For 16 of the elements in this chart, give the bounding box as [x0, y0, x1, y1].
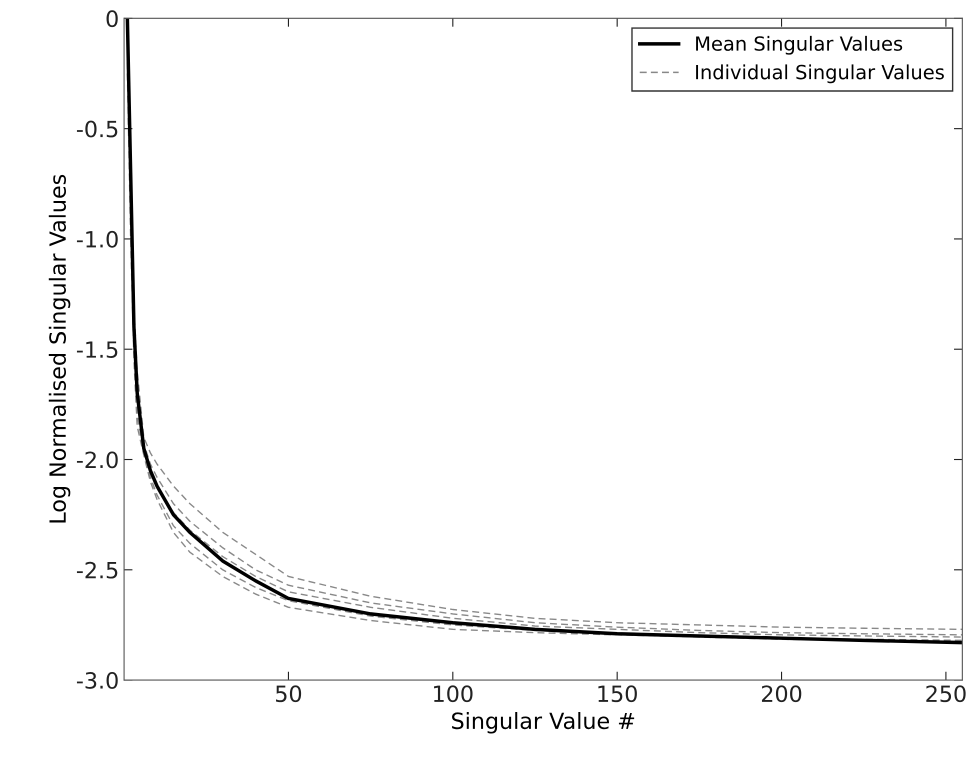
y-tick-label: -1.0 — [76, 230, 118, 248]
y-tick-label: -1.5 — [76, 341, 118, 358]
y-tick-label: -0.5 — [76, 120, 118, 138]
y-tick-label: -2.0 — [76, 451, 118, 468]
y-tick-label: 0 — [106, 10, 118, 28]
x-tick-label: 200 — [762, 685, 802, 702]
x-tick-label: 100 — [434, 685, 473, 702]
y-tick-label: -3.0 — [76, 672, 118, 689]
x-tick-label: 50 — [276, 685, 302, 702]
x-tick-label: 150 — [598, 685, 637, 702]
legend-label: Mean Singular Values — [696, 36, 902, 55]
x-axis-title: Singular Value # — [452, 712, 634, 734]
legend-label: Individual Singular Values — [696, 64, 944, 84]
y-tick-label: -2.5 — [76, 562, 118, 579]
x-tick-label: 250 — [926, 685, 966, 702]
y-axis-title: Log Normalised Singular Values — [48, 174, 70, 522]
